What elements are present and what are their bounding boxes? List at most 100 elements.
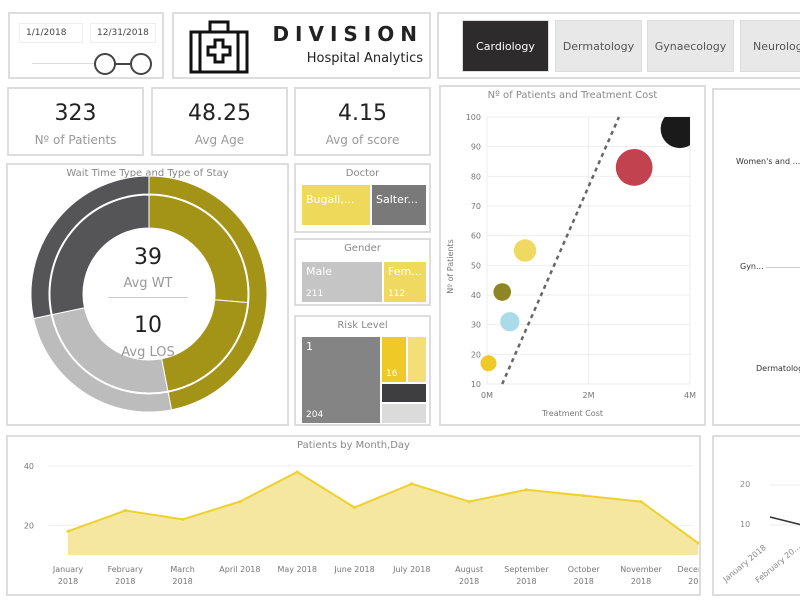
tab-cardiology[interactable]: Cardiology	[462, 20, 549, 72]
scatter-xlabel: Treatment Cost	[541, 409, 604, 418]
data-point	[66, 529, 70, 533]
department-panel: Women's and ... Gyn... Dermatolog...	[712, 88, 800, 426]
donut-divider	[108, 297, 188, 298]
tile-value: 211	[306, 289, 324, 299]
x-tick-label: February	[108, 565, 144, 574]
tile-label: 1	[306, 340, 313, 353]
data-point	[524, 488, 528, 492]
slider-handle-start[interactable]	[94, 53, 116, 75]
tile-value: 204	[306, 410, 324, 420]
kpi-value: 48.25	[188, 101, 251, 126]
title-card: DIVISION Hospital Analytics	[172, 12, 431, 79]
trend-card: 20 10 January 2018 February 20...	[712, 435, 800, 596]
data-point	[181, 517, 185, 521]
area-chart[interactable]: 20 40 January 2018 February 2018 March 2018 Apri…	[8, 437, 699, 594]
kpi-label: Avg of score	[325, 133, 400, 147]
tile-value: 112	[388, 289, 406, 299]
department-tabs: Cardiology Dermatology Gynaecology Neuro…	[437, 12, 800, 79]
x-tick-label: April 2018	[219, 565, 260, 574]
scatter-point	[500, 312, 520, 332]
kpi-value: 323	[54, 101, 97, 126]
start-date-input[interactable]: 1/1/2018	[19, 23, 83, 43]
risk-tile-4[interactable]	[382, 384, 426, 402]
kpi-avg-score: 4.15 Avg of score	[294, 87, 431, 156]
data-point	[123, 509, 127, 512]
risk-tile-5[interactable]	[382, 404, 426, 423]
risk-title: Risk Level	[337, 320, 388, 331]
x-tick-label: January	[52, 565, 84, 574]
doctor-tile-bugali[interactable]: Bugali,...	[302, 185, 370, 225]
y-tick-label: 10	[471, 380, 481, 389]
x-tick-label: 0M	[481, 391, 493, 400]
trend-line	[769, 516, 800, 526]
tile-value: 16	[386, 369, 398, 379]
risk-tile-1[interactable]: 1 204	[302, 337, 380, 423]
points	[480, 117, 690, 372]
y-tick-label: 20	[24, 521, 34, 530]
tab-gynaecology[interactable]: Gynaecology	[647, 20, 734, 72]
x-tick-label: June 2018	[333, 565, 374, 574]
doctor-tile-salter[interactable]: Salter...	[372, 185, 426, 225]
area-title: Patients by Month,Day	[297, 440, 410, 451]
x-tick-label: 2018	[172, 577, 192, 586]
kpi-avg-age: 48.25 Avg Age	[151, 87, 288, 156]
tab-dermatology[interactable]: Dermatology	[555, 20, 642, 72]
slider-track	[32, 63, 152, 64]
scatter-chart[interactable]: 10 20 30 40 50 60 70 80 90 100 0M 2M 4M	[441, 87, 704, 424]
donut-outer-segment	[30, 175, 150, 320]
area-fill	[68, 471, 699, 555]
data-point	[238, 500, 242, 504]
scatter-title: Nº of Patients and Treatment Cost	[487, 90, 658, 101]
scatter-point	[660, 117, 690, 149]
y-tick: 20	[740, 480, 751, 489]
donut-card: Wait Time Type and Type of Stay 39 Avg W…	[6, 163, 289, 426]
panel-label: Gyn...	[740, 262, 764, 271]
risk-tile-3[interactable]	[408, 337, 426, 382]
app-subtitle: Hospital Analytics	[306, 51, 423, 66]
y-tick-label: 70	[471, 202, 481, 211]
data-point	[582, 494, 586, 498]
avg-los-label: Avg LOS	[121, 345, 175, 360]
x-tick-label: September	[504, 565, 549, 574]
data-point	[353, 506, 356, 510]
slider-handle-end[interactable]	[130, 53, 152, 75]
x-tick-label: 2018	[115, 577, 135, 586]
kpi-patients: 323 Nº of Patients	[7, 87, 144, 156]
avg-wt-value: 39	[134, 245, 162, 270]
x-tick-label: 2M	[583, 391, 595, 400]
trend-chart[interactable]	[714, 437, 800, 594]
gender-tile-female[interactable]: Fem... 112	[384, 262, 426, 302]
x-tick-label: March	[170, 565, 194, 574]
x-tick-label: 4M	[684, 391, 696, 400]
doctor-title: Doctor	[345, 168, 380, 179]
kpi-label: Avg Age	[194, 133, 245, 147]
x-tick-label: August	[455, 565, 483, 574]
x-tick-label: 2018	[688, 577, 699, 586]
end-date-input[interactable]: 12/31/2018	[90, 23, 156, 43]
gender-card: Gender Male 211 Fem... 112	[294, 238, 431, 306]
scatter-point	[615, 149, 653, 186]
x-tick-label: 2018	[58, 577, 78, 586]
data-point	[410, 482, 414, 486]
medical-kit-icon	[189, 20, 249, 74]
x-tick-label: 2018	[459, 577, 479, 586]
panel-label: Women's and ...	[736, 157, 800, 166]
x-tick-label: December	[678, 565, 699, 574]
data-point	[467, 500, 471, 504]
y-tick-label: 100	[466, 113, 481, 122]
x-tick-label: July 2018	[392, 565, 430, 574]
tile-label: Fem...	[388, 265, 422, 278]
avg-wt-label: Avg WT	[123, 276, 173, 291]
gender-tile-male[interactable]: Male 211	[302, 262, 382, 302]
trend-line	[501, 116, 621, 385]
tab-neurology[interactable]: Neurology	[740, 20, 800, 72]
data-point	[639, 500, 643, 504]
x-tick-label: 2018	[631, 577, 651, 586]
doctor-card: Doctor Bugali,... Salter...	[294, 163, 431, 233]
x-tick-label: 2018	[516, 577, 536, 586]
y-tick-label: 90	[471, 143, 481, 152]
y-tick: 10	[740, 520, 751, 529]
donut-chart[interactable]	[8, 165, 288, 425]
risk-tile-2[interactable]: 16	[382, 337, 406, 382]
x-tick-label: November	[620, 565, 662, 574]
